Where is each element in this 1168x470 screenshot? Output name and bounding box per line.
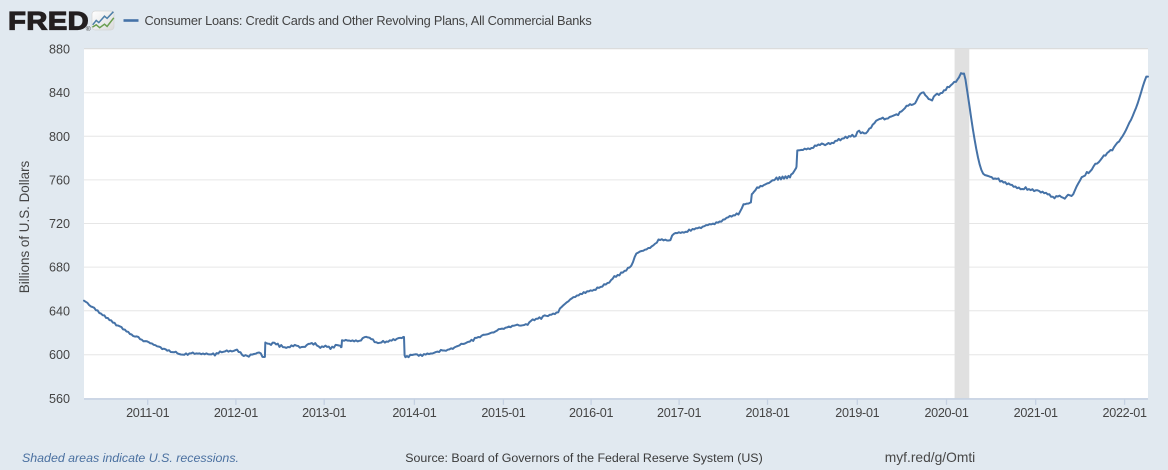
svg-text:880: 880 <box>49 43 70 57</box>
svg-text:760: 760 <box>49 173 70 187</box>
svg-text:2011-01: 2011-01 <box>126 406 169 420</box>
svg-text:2013-01: 2013-01 <box>302 406 346 420</box>
svg-text:Source: Board of Governors of: Source: Board of Governors of the Federa… <box>405 451 762 465</box>
svg-text:560: 560 <box>49 392 70 406</box>
svg-text:myf.red/g/Omti: myf.red/g/Omti <box>885 450 975 465</box>
svg-text:600: 600 <box>49 348 70 362</box>
svg-text:Shaded areas indicate U.S. rec: Shaded areas indicate U.S. recessions. <box>22 451 239 465</box>
svg-text:2021-01: 2021-01 <box>1014 406 1058 420</box>
svg-text:2018-01: 2018-01 <box>745 406 789 420</box>
svg-text:2014-01: 2014-01 <box>392 406 436 420</box>
svg-text:840: 840 <box>49 86 70 100</box>
svg-text:2022-01: 2022-01 <box>1103 406 1147 420</box>
svg-text:®: ® <box>86 25 91 33</box>
svg-text:800: 800 <box>49 130 70 144</box>
svg-text:FRED: FRED <box>8 7 89 35</box>
svg-text:Billions of U.S. Dollars: Billions of U.S. Dollars <box>17 160 32 293</box>
svg-text:Consumer Loans: Credit Cards a: Consumer Loans: Credit Cards and Other R… <box>145 13 592 28</box>
svg-text:2012-01: 2012-01 <box>214 406 258 420</box>
svg-text:640: 640 <box>49 304 70 318</box>
svg-text:2017-01: 2017-01 <box>657 406 701 420</box>
svg-text:720: 720 <box>49 217 70 231</box>
svg-text:680: 680 <box>49 261 70 275</box>
svg-text:2016-01: 2016-01 <box>569 406 613 420</box>
svg-text:2015-01: 2015-01 <box>481 406 525 420</box>
svg-text:2020-01: 2020-01 <box>924 406 968 420</box>
svg-text:2019-01: 2019-01 <box>835 406 879 420</box>
